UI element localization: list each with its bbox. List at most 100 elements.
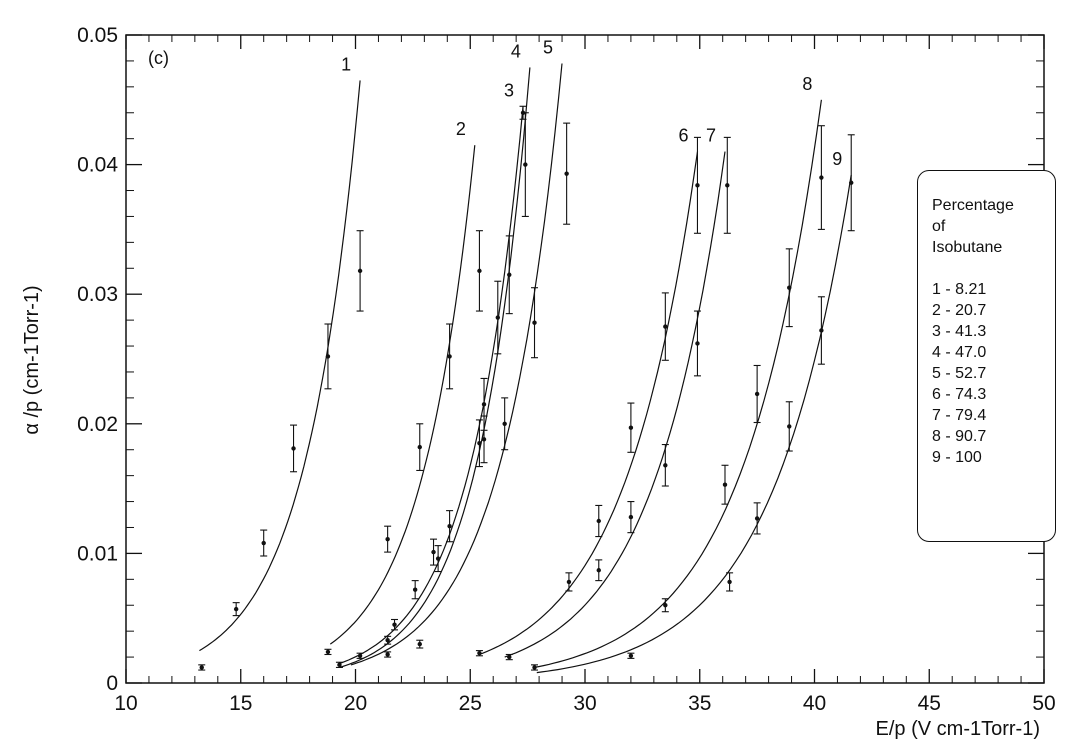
data-point-8 <box>532 665 537 670</box>
data-point-7 <box>725 183 730 188</box>
x-tick-label: 50 <box>1032 692 1055 715</box>
data-point-6 <box>695 183 700 188</box>
data-point-6 <box>628 425 634 430</box>
data-point-2 <box>447 354 452 359</box>
fit-curve-1 <box>199 80 361 652</box>
data-point-8 <box>819 175 824 180</box>
data-point-9 <box>754 516 760 521</box>
fit-curve-6 <box>479 151 699 656</box>
curve-label: 4 <box>511 41 521 61</box>
data-point-4 <box>495 315 500 320</box>
fit-curve-9 <box>536 174 852 674</box>
legend-entry: 6 - 74.3 <box>932 386 987 403</box>
data-point-4 <box>477 441 482 446</box>
data-point-9 <box>849 180 854 185</box>
data-point-1 <box>199 665 204 670</box>
data-point-5 <box>481 437 487 442</box>
axis-ticks <box>125 34 1045 684</box>
data-point-5 <box>385 652 390 657</box>
y-tick-label: 0.02 <box>77 413 118 436</box>
data-point-7 <box>628 514 634 520</box>
data-point-6 <box>566 579 572 585</box>
y-axis-title: α /p (cm-1Torr-1) <box>21 285 43 434</box>
data-point-5 <box>564 171 569 176</box>
curve-label: 5 <box>543 38 553 58</box>
legend-entry: 4 - 47.0 <box>932 344 987 361</box>
data-point-7 <box>663 463 668 468</box>
x-tick-label: 35 <box>688 692 711 715</box>
data-point-8 <box>722 482 728 487</box>
data-point-4 <box>523 162 528 167</box>
data-point-6 <box>477 650 482 656</box>
data-point-9 <box>787 424 792 429</box>
data-point-5 <box>502 421 507 426</box>
data-point-2 <box>385 536 390 542</box>
legend-title-line-1: Percentage <box>932 197 1014 214</box>
fit-curve-8 <box>534 99 822 668</box>
data-point-2 <box>417 444 422 450</box>
data-point-1 <box>261 540 266 546</box>
y-tick-label: 0.04 <box>77 154 118 177</box>
data-point-8 <box>787 285 792 290</box>
legend-title-line-3: Isobutane <box>932 239 1003 256</box>
data-points <box>198 105 855 671</box>
y-tick-label: 0.05 <box>77 24 118 47</box>
data-point-3 <box>431 549 436 555</box>
data-point-2 <box>477 268 482 274</box>
data-point-4 <box>385 638 390 643</box>
y-tick-label: 0.01 <box>77 542 118 565</box>
legend-entry: 1 - 8.21 <box>932 281 987 298</box>
panel-label: (c) <box>148 48 169 68</box>
fit-curves <box>199 63 852 674</box>
legend-entry: 2 - 20.7 <box>932 302 987 319</box>
data-point-4 <box>337 662 342 668</box>
data-point-3 <box>357 653 363 658</box>
data-point-3 <box>481 402 487 407</box>
legend-box: Percentage of Isobutane 1 - 8.21 2 - 20.… <box>917 170 1056 542</box>
fit-curve-4 <box>339 67 531 668</box>
legend-entry: 3 - 41.3 <box>932 323 987 340</box>
curve-label: 7 <box>706 126 716 146</box>
data-point-4 <box>447 523 452 529</box>
legend-entry: 8 - 90.7 <box>932 428 987 445</box>
data-point-2 <box>325 649 331 655</box>
fit-curve-2 <box>329 145 476 645</box>
data-point-7 <box>507 654 512 660</box>
data-point-5 <box>435 556 441 561</box>
x-tick-label: 30 <box>573 692 596 715</box>
data-point-7 <box>695 341 700 346</box>
legend-entry: 7 - 79.4 <box>932 407 987 424</box>
x-tick-label: 10 <box>114 692 137 715</box>
legend-title-line-2: of <box>932 218 946 235</box>
data-point-8 <box>663 603 668 608</box>
x-tick-label: 20 <box>344 692 367 715</box>
data-point-3 <box>392 622 397 627</box>
plot-frame <box>125 34 1045 684</box>
curve-label: 3 <box>504 80 514 100</box>
curve-label: 1 <box>341 54 351 74</box>
data-point-6 <box>596 518 601 524</box>
curve-label: 9 <box>832 149 842 169</box>
x-axis-title: E/p (V cm-1Torr-1) <box>876 718 1040 740</box>
data-point-9 <box>727 579 732 585</box>
data-point-5 <box>417 641 422 647</box>
data-point-9 <box>819 328 824 333</box>
curve-label: 6 <box>678 126 688 146</box>
y-tick-label: 0 <box>106 672 118 695</box>
x-tick-label: 15 <box>229 692 252 715</box>
curve-label: 2 <box>456 119 466 139</box>
data-point-1 <box>325 354 331 359</box>
fit-curve-7 <box>504 151 726 658</box>
data-point-5 <box>532 320 537 325</box>
legend-entry: 9 - 100 <box>932 449 982 466</box>
x-tick-label: 25 <box>459 692 482 715</box>
x-tick-label: 40 <box>803 692 826 715</box>
data-point-6 <box>663 324 668 329</box>
legend-entries: 1 - 8.21 2 - 20.7 3 - 41.3 4 - 47.0 5 - … <box>932 279 1055 468</box>
fit-curve-5 <box>350 63 563 666</box>
data-point-1 <box>233 606 239 612</box>
x-tick-label: 45 <box>918 692 941 715</box>
data-point-1 <box>357 268 363 274</box>
fit-curve-3 <box>339 106 524 665</box>
